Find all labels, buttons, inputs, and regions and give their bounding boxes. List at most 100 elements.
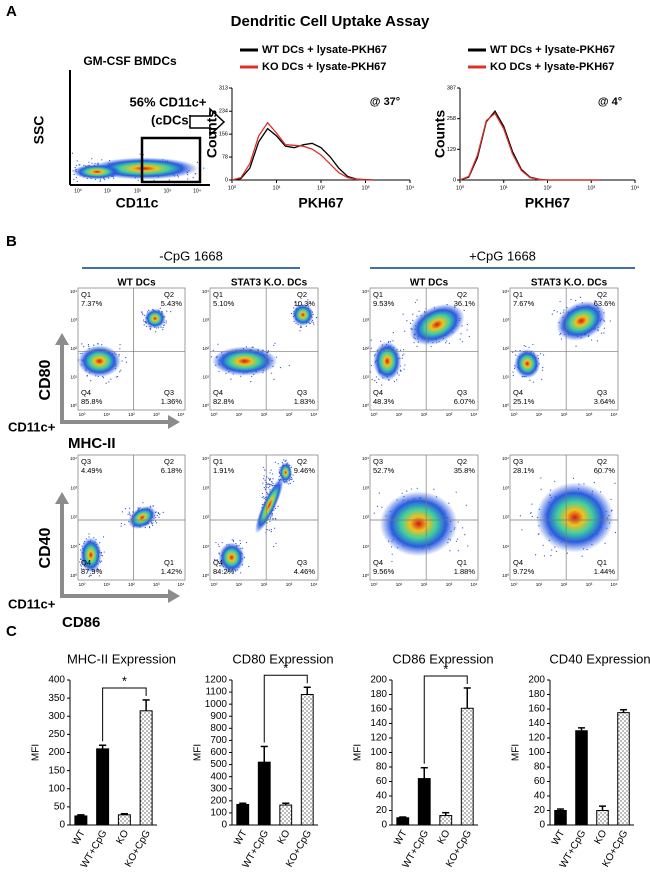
y-tick-label: 10²	[70, 346, 77, 351]
event-dot	[412, 313, 414, 315]
event-dot	[540, 477, 542, 479]
event-dot	[542, 354, 545, 356]
event-dot	[371, 378, 373, 381]
event-dot	[159, 307, 161, 309]
bar	[575, 730, 588, 826]
y-tick-label: 100	[48, 783, 65, 794]
event-dot	[105, 382, 107, 384]
event-dot	[151, 523, 153, 525]
event-dot	[166, 310, 168, 312]
event-dot	[299, 326, 301, 329]
event-dot	[519, 515, 521, 517]
event-dot	[162, 511, 164, 513]
event-dot	[119, 344, 121, 346]
event-dot	[373, 512, 375, 514]
quadrant-value: 82.8%	[213, 397, 235, 406]
quadrant-value: 9.53%	[373, 299, 395, 308]
quadrant-value: 6.18%	[161, 466, 183, 475]
event-dot	[80, 565, 83, 567]
y-tick-label: 10³	[202, 485, 209, 490]
quadrant-name: Q1	[164, 558, 174, 567]
bar	[96, 748, 110, 826]
y-tick-label: 20	[376, 805, 388, 816]
y-tick-label: 10¹	[202, 375, 209, 380]
event-dot	[529, 379, 531, 382]
event-dot	[100, 560, 103, 562]
y-tick-label: 10⁰	[202, 573, 209, 578]
y-tick-label: 10³	[502, 318, 509, 323]
event-dot	[261, 496, 263, 499]
event-dot	[221, 570, 223, 572]
event-dot	[268, 487, 270, 489]
event-dot	[409, 322, 412, 324]
arrow-head	[55, 492, 69, 504]
column-title: WT DCs	[410, 278, 449, 289]
quadrant-value: 87.9%	[81, 567, 103, 576]
event-dot	[251, 375, 253, 377]
event-dot	[284, 460, 286, 463]
quadrant-value: 9.46%	[294, 466, 316, 475]
event-dot	[406, 320, 408, 322]
panel-label: C	[6, 623, 17, 640]
event-dot	[514, 367, 516, 370]
event-dot	[374, 380, 376, 382]
x-tick-label: 10³	[446, 412, 453, 417]
y-tick-label: 10¹	[502, 544, 509, 549]
event-dot	[433, 488, 435, 490]
y-tick-label: 80	[534, 762, 546, 773]
event-dot	[381, 384, 383, 386]
event-dot	[203, 167, 205, 169]
legend-label: KO DCs + lysate-PKH67	[490, 61, 614, 73]
x-tick-label: 10¹	[103, 412, 110, 417]
event-dot	[149, 328, 151, 330]
y-tick-label: 60	[376, 776, 388, 787]
event-dot	[378, 378, 380, 380]
x-tick-label: 10⁰	[511, 412, 518, 417]
y-tick-label: 10¹	[70, 375, 77, 380]
event-dot	[618, 508, 619, 509]
event-dot	[274, 507, 277, 510]
x-tick-label: 10¹	[536, 412, 543, 417]
x-tick-label: 10²	[421, 582, 428, 587]
event-dot	[609, 320, 611, 322]
event-dot	[462, 527, 464, 529]
quadrant-value: 7.37%	[81, 299, 103, 308]
y-tick-label: 400	[210, 771, 227, 782]
event-dot	[444, 342, 447, 344]
event-dot	[141, 313, 144, 315]
dotplot-title: GM-CSF BMDCs	[83, 54, 177, 68]
event-dot	[88, 575, 90, 578]
x-tick-label: 10¹	[536, 582, 543, 587]
event-dot	[97, 569, 99, 572]
y-tick-label: 10⁰	[362, 403, 369, 408]
density	[370, 299, 470, 386]
event-dot	[232, 539, 235, 541]
event-dot	[593, 482, 595, 484]
event-dot	[457, 550, 459, 552]
chart-title: MHC-II Expression	[67, 651, 176, 666]
event-dot	[610, 498, 612, 501]
event-dot	[89, 574, 91, 576]
quadrant-value: 35.8%	[454, 466, 476, 475]
event-dot	[210, 356, 213, 358]
quadrant-value: 3.64%	[594, 397, 616, 406]
event-dot	[271, 514, 273, 516]
legend-label: KO DCs + lysate-PKH67	[262, 61, 386, 73]
event-dot	[293, 307, 295, 309]
annotation: @ 4°	[598, 96, 622, 108]
y-tick-label: 350	[48, 693, 65, 704]
event-dot	[402, 354, 404, 356]
x-tick-label: WT	[392, 828, 409, 847]
event-dot	[83, 346, 85, 348]
y-tick-label: 150	[48, 765, 65, 776]
plot-frame	[509, 287, 619, 411]
event-dot	[108, 381, 110, 383]
y-axis-label: CD80	[37, 359, 54, 400]
x-axis-label: CD86	[62, 614, 100, 631]
y-tick-label: 300	[210, 783, 227, 794]
event-dot	[376, 505, 379, 507]
event-dot	[93, 537, 95, 539]
significance-bracket	[423, 675, 468, 764]
event-dot	[313, 323, 315, 325]
event-dot	[159, 513, 161, 515]
